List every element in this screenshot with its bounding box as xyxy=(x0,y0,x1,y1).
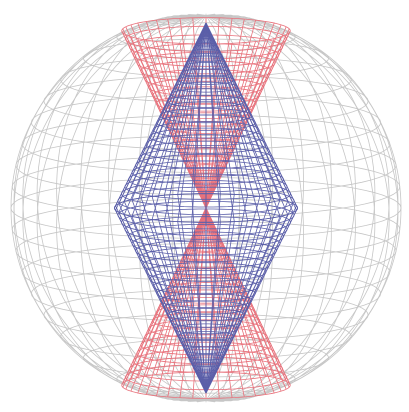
meridian-line xyxy=(205,195,248,393)
meridian-line xyxy=(205,15,390,401)
meridian-line xyxy=(205,15,402,401)
meridian-line xyxy=(205,22,261,220)
meridian-line xyxy=(205,15,304,402)
meridian-line xyxy=(205,23,235,195)
meridian-line xyxy=(131,22,207,217)
meridian-line xyxy=(205,199,281,394)
meridian-line xyxy=(108,14,207,401)
meridian-line xyxy=(171,13,207,401)
meridian-line xyxy=(191,23,207,194)
meridian-line xyxy=(118,203,207,394)
meridian-line xyxy=(205,221,235,393)
meridian-line xyxy=(205,207,266,395)
meridian-line xyxy=(56,15,207,401)
meridian-line xyxy=(205,23,221,194)
meridian-line xyxy=(205,15,376,401)
meridian-line xyxy=(123,22,207,202)
meridian-line xyxy=(146,21,207,209)
meridian-line xyxy=(205,15,332,401)
bicone-wireframe xyxy=(114,22,298,394)
meridian-line xyxy=(205,196,261,394)
meridian-line xyxy=(177,23,207,222)
meridian-line xyxy=(205,201,289,394)
meridian-line xyxy=(205,15,376,401)
meridian-line xyxy=(115,22,207,206)
meridian-line xyxy=(205,15,390,401)
meridian-line xyxy=(205,15,241,403)
meridian-line xyxy=(151,196,207,394)
meridian-line xyxy=(205,220,248,393)
meridian-line xyxy=(205,21,266,209)
meridian-line xyxy=(146,207,207,395)
meridian-line xyxy=(177,221,207,393)
meridian-line xyxy=(205,203,294,394)
meridian-line xyxy=(80,15,207,401)
meridian-line xyxy=(205,22,272,219)
meridian-line xyxy=(130,207,207,380)
meridian-line xyxy=(205,22,261,197)
meridian-line xyxy=(205,197,272,394)
meridian-line xyxy=(205,22,294,204)
meridian-line xyxy=(36,15,207,401)
meridian-line xyxy=(115,205,207,394)
meridian-line xyxy=(205,22,281,200)
meridian-line xyxy=(164,23,207,221)
meridian-line xyxy=(80,15,207,401)
meridian-line xyxy=(205,205,297,394)
meridian-line xyxy=(164,220,207,393)
meridian-line xyxy=(151,22,207,197)
meridian-line xyxy=(164,23,207,196)
meridian-line xyxy=(205,15,356,401)
meridian-line xyxy=(205,15,332,401)
meridian-line xyxy=(205,23,248,196)
meridian-line xyxy=(164,195,207,393)
meridian-line xyxy=(118,22,207,204)
meridian-line xyxy=(13,15,207,401)
meridian-line xyxy=(205,22,297,206)
meridian-line xyxy=(36,15,207,401)
meridian-line xyxy=(205,193,221,393)
meridian-line xyxy=(130,24,207,209)
meridian-line xyxy=(205,22,272,199)
meridian-line xyxy=(56,15,207,401)
meridian-line xyxy=(205,23,235,222)
meridian-line xyxy=(205,15,356,401)
meridian-line xyxy=(177,23,207,195)
meridian-line xyxy=(205,219,261,394)
meridian-line xyxy=(205,15,399,401)
meridian-line xyxy=(205,13,241,401)
meridian-line xyxy=(140,22,207,199)
meridian-line xyxy=(205,194,235,393)
sphere-wireframe xyxy=(10,13,402,403)
meridian-line xyxy=(205,23,248,221)
meridian-line xyxy=(151,219,207,394)
meridian-line xyxy=(22,15,207,401)
meridian-line xyxy=(123,201,207,394)
meridian-line xyxy=(22,15,207,401)
meridian-line xyxy=(205,22,281,217)
meridian-line xyxy=(205,207,282,380)
meridian-line xyxy=(205,207,266,377)
meridian-line xyxy=(205,24,282,209)
meridian-line xyxy=(146,207,207,377)
meridian-line xyxy=(108,15,207,402)
meridian-line xyxy=(151,22,207,220)
meridian-line xyxy=(131,199,207,394)
meridian-line xyxy=(131,22,207,200)
meridian-line xyxy=(205,22,289,202)
meridian-line xyxy=(177,194,207,393)
meridian-line xyxy=(191,193,207,393)
meridian-line xyxy=(140,22,207,219)
meridian-line xyxy=(171,15,207,403)
meridian-line xyxy=(10,15,207,401)
meridian-line xyxy=(140,197,207,394)
meridian-line xyxy=(205,14,304,401)
